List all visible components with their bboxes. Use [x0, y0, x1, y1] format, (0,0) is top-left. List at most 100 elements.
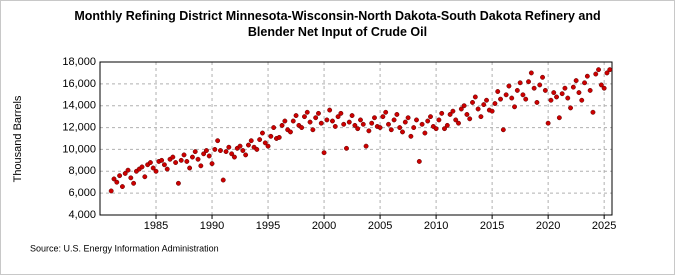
point [537, 82, 543, 88]
point [338, 110, 344, 116]
point [568, 105, 573, 111]
point [243, 152, 249, 158]
point [229, 151, 235, 157]
point [447, 112, 453, 117]
point [478, 114, 484, 120]
point [178, 157, 184, 163]
point [237, 143, 243, 149]
point [344, 145, 349, 151]
point [290, 118, 296, 124]
point [108, 188, 114, 194]
point [380, 114, 386, 120]
point [366, 128, 372, 134]
point [201, 151, 207, 157]
point [548, 97, 554, 103]
point [562, 85, 568, 91]
point [461, 103, 467, 109]
point [520, 92, 526, 98]
point [173, 160, 179, 165]
point [304, 109, 310, 115]
point [195, 156, 201, 162]
point [419, 121, 425, 127]
point [394, 112, 400, 117]
point [122, 171, 128, 176]
point [175, 180, 181, 186]
point [330, 118, 335, 124]
point [554, 94, 559, 100]
point [352, 122, 358, 128]
point [416, 159, 422, 164]
point [349, 113, 355, 119]
point [495, 89, 501, 94]
point [114, 179, 120, 185]
point [260, 130, 265, 136]
y-tick-label: 16,000 [62, 78, 96, 90]
point [542, 87, 548, 93]
point [436, 117, 442, 123]
point [307, 119, 313, 125]
point [125, 167, 131, 173]
x-tick-label: 2005 [368, 220, 392, 232]
point [565, 95, 571, 101]
point [528, 70, 534, 76]
point [576, 90, 582, 96]
point [111, 176, 117, 182]
point [556, 115, 562, 121]
point [414, 117, 419, 123]
point [282, 118, 288, 124]
point [523, 96, 529, 102]
point [475, 106, 481, 112]
point [369, 120, 375, 126]
y-tick-label: 12,000 [62, 121, 96, 133]
point [128, 175, 134, 181]
point [422, 130, 428, 136]
point [363, 143, 369, 149]
point [428, 114, 433, 120]
point [170, 154, 176, 160]
point [551, 90, 557, 96]
point [506, 83, 512, 89]
x-tick-label: 2000 [312, 220, 336, 232]
point [302, 114, 307, 120]
point [402, 119, 408, 125]
point [321, 150, 327, 156]
point [117, 173, 123, 179]
point [131, 180, 137, 186]
x-tick-label: 2015 [480, 220, 504, 232]
point [262, 140, 268, 146]
point [397, 125, 403, 131]
point [386, 121, 391, 127]
point [159, 157, 165, 163]
point [514, 87, 520, 93]
y-tick-label: 10,000 [62, 143, 96, 155]
point [444, 122, 450, 128]
point [442, 126, 447, 132]
point [464, 112, 470, 117]
point [584, 73, 590, 79]
point [489, 108, 495, 114]
point [324, 117, 330, 123]
point [400, 129, 405, 135]
point [198, 163, 204, 169]
x-tick-label: 1985 [144, 220, 168, 232]
point [590, 109, 596, 115]
point [388, 127, 394, 133]
title-box: Monthly Refining District Minnesota-Wisc… [74, 9, 600, 39]
point [596, 67, 602, 73]
point [601, 85, 607, 91]
point [587, 87, 593, 93]
point [248, 138, 254, 144]
y-tick-label: 8,000 [68, 165, 96, 177]
point [604, 70, 610, 76]
point [332, 124, 338, 129]
point [582, 80, 588, 86]
point [209, 161, 215, 167]
point [439, 110, 445, 116]
point [559, 91, 565, 97]
point [512, 104, 517, 110]
point [377, 125, 383, 131]
x-tick-label: 2025 [592, 220, 616, 232]
point [470, 99, 475, 105]
point [433, 126, 439, 132]
